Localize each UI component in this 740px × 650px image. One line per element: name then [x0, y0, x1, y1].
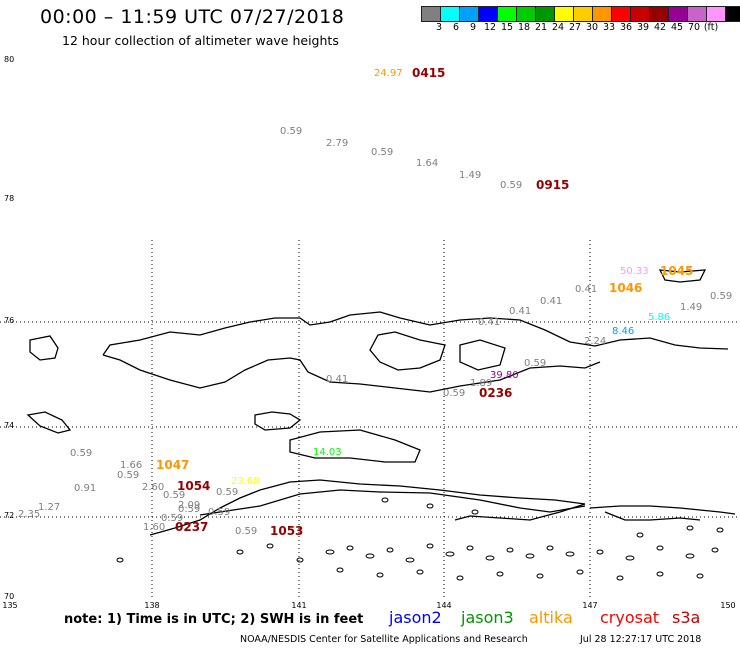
scale-label: 36 — [619, 22, 633, 33]
lat-label: 76 — [4, 316, 15, 325]
scale-label: 33 — [602, 22, 616, 33]
wave-height-value: 5.86 — [648, 312, 671, 323]
lat-label: 74 — [4, 421, 15, 430]
scale-label: 30 — [585, 22, 599, 33]
scale-label: 12 — [483, 22, 497, 33]
wave-height-value: 14.03 — [313, 447, 342, 458]
lon-label: 150 — [720, 601, 736, 610]
wave-height-value: 2.24 — [584, 336, 607, 347]
pass-time: 1045 — [660, 264, 694, 278]
wave-height-value: 0.59 — [710, 291, 733, 302]
scale-label: 45 — [670, 22, 684, 33]
pass-time: 1046 — [609, 281, 643, 295]
footer-timestamp: Jul 28 12:27:17 UTC 2018 — [580, 634, 702, 645]
wave-height-value: 0.41 — [509, 306, 532, 317]
lat-label: 72 — [4, 511, 15, 520]
wave-height-value: 1.64 — [416, 158, 439, 169]
wave-height-value: 0.59 — [70, 448, 93, 459]
legend-jason2: jason2 — [389, 608, 442, 627]
wave-height-value: 0.59 — [500, 180, 523, 191]
wave-height-value: 1.60 — [143, 522, 166, 533]
footer-credit: NOAA/NESDIS Center for Satellite Applica… — [240, 634, 528, 645]
color-scale-labels: 3 6 9 12 15 18 21 24 27 30 33 36 39 42 45 70 (ft) — [422, 22, 740, 36]
wave-height-value: 1.27 — [38, 502, 61, 513]
pass-time: 1054 — [177, 479, 211, 493]
wave-height-value: 0.59 — [117, 470, 140, 481]
scale-label: 9 — [469, 22, 477, 33]
wave-height-value: 2.60 — [142, 482, 165, 493]
wave-height-value: 0.59 — [524, 358, 547, 369]
wave-height-value: 0.59 — [443, 388, 466, 399]
lat-label: 80 — [4, 55, 15, 64]
wave-height-value: 8.46 — [612, 326, 635, 337]
scale-label: 6 — [452, 22, 460, 33]
wave-height-value: 50.33 — [620, 266, 649, 277]
wave-height-value: 0.59 — [280, 126, 303, 137]
wave-height-value: 0.59 — [163, 490, 186, 501]
scale-label: 42 — [653, 22, 667, 33]
wave-height-value: 0.59 — [178, 504, 201, 515]
wave-height-value: 1.89 — [470, 378, 493, 389]
lat-label: 78 — [4, 194, 15, 203]
coastline — [26, 269, 736, 536]
wave-height-value: 0.41 — [540, 296, 563, 307]
pass-time: 0415 — [412, 66, 446, 80]
lon-label: 135 — [2, 601, 18, 610]
pass-time: 1047 — [156, 458, 190, 472]
wave-height-value: 2.79 — [326, 138, 349, 149]
pass-time: 0236 — [479, 386, 513, 400]
scale-label: 70 — [687, 22, 701, 33]
pass-time: 0915 — [536, 178, 570, 192]
wave-height-value: 0.59 — [371, 147, 394, 158]
wave-height-value: 0.41 — [478, 317, 501, 328]
wave-height-value: 0.41 — [575, 284, 598, 295]
color-scale — [421, 6, 740, 22]
scale-swatch — [725, 6, 740, 22]
lon-label: 147 — [582, 601, 598, 610]
scale-label: 27 — [568, 22, 582, 33]
units-note: note: 1) Time is in UTC; 2) SWH is in fe… — [64, 612, 364, 627]
legend-s3a: s3a — [672, 608, 701, 627]
wave-height-value: 0.91 — [74, 483, 97, 494]
wave-height-value: 1.66 — [120, 460, 143, 471]
scale-label: 24 — [551, 22, 565, 33]
wave-height-value: 24.97 — [374, 68, 403, 79]
scale-label: 15 — [500, 22, 514, 33]
small-islands — [116, 497, 724, 581]
map-subtitle: 12 hour collection of altimeter wave hei… — [62, 33, 339, 48]
wave-height-value: 0.59 — [216, 487, 239, 498]
wave-height-value: 0.59 — [208, 507, 231, 518]
lat-label: 70 — [4, 592, 15, 601]
wave-height-value: 1.49 — [459, 170, 482, 181]
legend-altika: altika — [529, 608, 573, 627]
scale-label: 3 — [435, 22, 443, 33]
wave-height-value: 0.59 — [161, 513, 184, 524]
legend-jason3: jason3 — [461, 608, 514, 627]
wave-height-value: 39.80 — [490, 370, 519, 381]
wave-height-value: 2.09 — [178, 500, 201, 511]
scale-label: 39 — [636, 22, 650, 33]
scale-label: (ft) — [703, 22, 719, 33]
lon-label: 138 — [144, 601, 160, 610]
wave-height-value: 0.59 — [235, 526, 258, 537]
legend-cryosat: cryosat — [600, 608, 660, 627]
wave-height-value: 1.49 — [680, 302, 703, 313]
pass-time: 0237 — [175, 520, 209, 534]
scale-label: 18 — [517, 22, 531, 33]
lon-label: 141 — [291, 601, 307, 610]
wave-height-value: 23.68 — [231, 476, 260, 487]
scale-label: 21 — [534, 22, 548, 33]
wave-height-value: 2.35 — [18, 509, 41, 520]
map-title: 00:00 – 11:59 UTC 07/27/2018 — [40, 6, 345, 28]
pass-time: 1053 — [270, 524, 304, 538]
wave-height-value: 0.41 — [326, 374, 349, 385]
lon-label: 144 — [436, 601, 452, 610]
